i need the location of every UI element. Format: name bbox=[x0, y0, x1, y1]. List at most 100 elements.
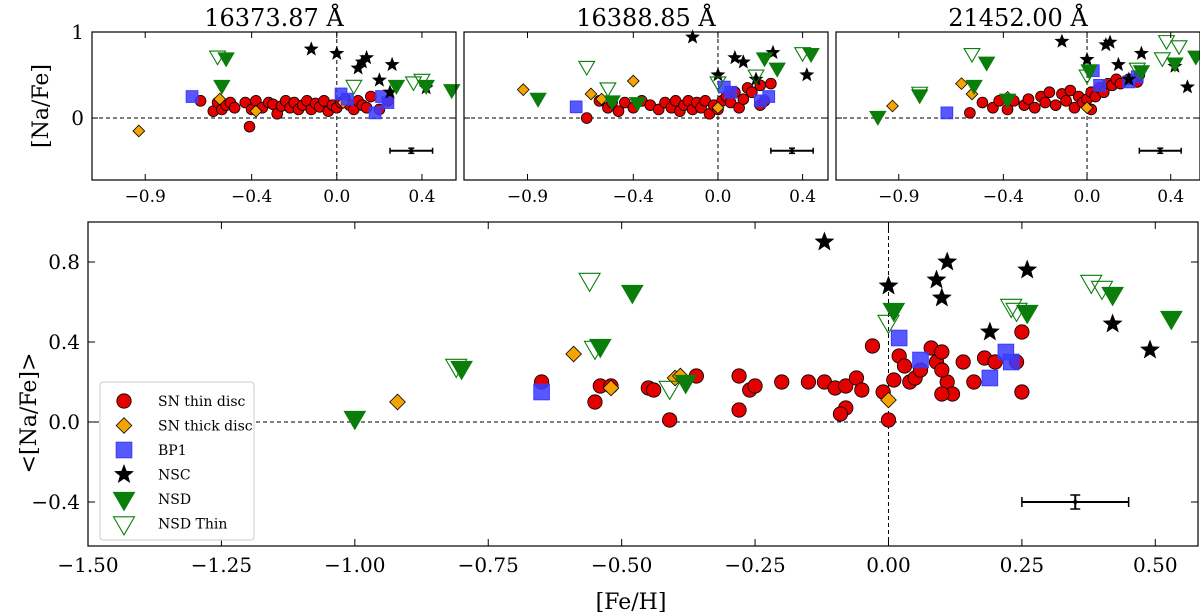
x-tick-label: −0.9 bbox=[507, 187, 548, 207]
point-nsd bbox=[998, 93, 1017, 109]
point-sn-thick-disc bbox=[249, 104, 263, 118]
axes-frame bbox=[835, 31, 1200, 181]
x-axis-ticks: −0.9 −0.4 0.0 0.4 bbox=[125, 32, 435, 207]
point-bp1 bbox=[724, 85, 738, 99]
series-nsd bbox=[869, 50, 1200, 126]
series-bp1 bbox=[185, 87, 395, 120]
point-nsd bbox=[674, 374, 698, 395]
point-sn-thick-disc bbox=[955, 77, 968, 91]
x-tick-label: −1.25 bbox=[191, 553, 252, 577]
point-sn-thick-disc bbox=[213, 92, 227, 106]
point-nsc bbox=[710, 67, 726, 82]
point-nsd bbox=[343, 410, 367, 431]
point-sn-thin-disc bbox=[737, 93, 750, 105]
point-nsd-thin bbox=[577, 60, 596, 77]
point-nsd bbox=[588, 338, 612, 359]
point-bp1 bbox=[381, 96, 395, 109]
error-bar bbox=[389, 147, 434, 155]
series-sn-thick-disc bbox=[886, 77, 1094, 115]
point-nsc bbox=[878, 275, 899, 295]
point-nsc bbox=[384, 56, 400, 72]
point-nsc bbox=[371, 72, 387, 87]
x-tick-label: 0.50 bbox=[1133, 553, 1178, 577]
point-nsc bbox=[1121, 71, 1137, 86]
point-nsd bbox=[1187, 50, 1200, 66]
point-nsc bbox=[931, 287, 952, 307]
point-sn-thin-disc bbox=[1028, 101, 1041, 114]
point-sn-thick-disc bbox=[602, 379, 620, 397]
point-nsd-thin bbox=[444, 358, 468, 379]
point-nsd-thin bbox=[1157, 35, 1176, 51]
point-sn-thin-disc bbox=[800, 374, 817, 390]
point-sn-thin-disc bbox=[934, 344, 950, 360]
point-nsc bbox=[727, 49, 743, 65]
point-nsd-thin bbox=[413, 73, 431, 89]
point-sn-thin-disc bbox=[1060, 95, 1072, 107]
y-tick-label: 0 bbox=[71, 106, 84, 130]
error-bar bbox=[1021, 494, 1130, 510]
series-nsc bbox=[814, 231, 1160, 359]
point-nsd-thin bbox=[658, 380, 682, 401]
point-sn-thin-disc bbox=[896, 358, 913, 374]
y-axis-ticks: −0.4 0.0 0.4 0.8 bbox=[31, 250, 1198, 514]
point-sn-thick-disc bbox=[389, 393, 406, 411]
point-sn-thin-disc bbox=[731, 368, 747, 384]
point-nsc bbox=[1102, 34, 1118, 49]
point-sn-thin-disc bbox=[1068, 101, 1081, 114]
point-sn-thin-disc bbox=[646, 382, 662, 398]
y-tick-label: 0.8 bbox=[48, 250, 80, 274]
point-sn-thin-disc bbox=[1039, 96, 1051, 109]
series-bp1 bbox=[569, 80, 776, 114]
series-sn-thin-disc bbox=[194, 90, 394, 133]
legend-entry-bp1: BP1 bbox=[115, 441, 187, 459]
point-nsd-thin bbox=[999, 298, 1023, 319]
x-tick-label: −0.9 bbox=[125, 187, 166, 207]
point-nsc bbox=[799, 67, 815, 82]
point-nsd-thin bbox=[709, 76, 727, 92]
point-bp1 bbox=[762, 90, 776, 103]
series-nsc bbox=[685, 29, 815, 86]
point-bp1 bbox=[1002, 353, 1020, 371]
point-sn-thin-disc bbox=[619, 96, 631, 109]
point-sn-thick-disc bbox=[565, 345, 582, 363]
point-nsd bbox=[1166, 57, 1184, 73]
point-sn-thick-disc bbox=[132, 124, 146, 138]
ylabel-bottom: <[Na/Fe]> bbox=[17, 353, 42, 474]
panel-title: 21452.00 Å bbox=[948, 3, 1088, 32]
legend-entry-nsd-thin: NSD Thin bbox=[112, 516, 227, 536]
y-tick-label: 0.0 bbox=[48, 410, 80, 434]
point-nsd bbox=[1080, 64, 1098, 80]
legend-label: NSD bbox=[158, 492, 191, 508]
point-sn-thin-disc bbox=[747, 378, 763, 394]
point-sn-thin-disc bbox=[964, 107, 976, 119]
point-sn-thick-disc bbox=[886, 99, 899, 113]
point-nsd bbox=[442, 84, 461, 100]
point-sn-thin-disc bbox=[662, 412, 678, 428]
legend-marker-nsc bbox=[114, 464, 134, 483]
point-sn-thick-disc bbox=[626, 74, 640, 88]
point-sn-thin-disc bbox=[838, 378, 854, 394]
point-bp1 bbox=[569, 100, 583, 114]
series-nsd-thin bbox=[577, 47, 812, 98]
point-nsc bbox=[1017, 259, 1038, 279]
point-nsd-thin bbox=[1079, 274, 1103, 295]
point-nsd bbox=[869, 110, 887, 126]
ylabel-top: [Na/Fe] bbox=[29, 64, 54, 148]
point-nsd bbox=[387, 79, 406, 95]
point-bp1 bbox=[185, 90, 199, 103]
x-tick-label: 0.0 bbox=[1074, 187, 1101, 207]
point-sn-thin-disc bbox=[864, 338, 881, 354]
point-nsc bbox=[685, 29, 700, 44]
point-nsc bbox=[937, 251, 958, 271]
point-nsc bbox=[1110, 56, 1126, 72]
point-sn-thick-disc bbox=[584, 87, 598, 101]
x-axis-ticks: −0.9 −0.4 0.0 0.4 bbox=[878, 32, 1184, 207]
point-sn-thin-disc bbox=[612, 105, 625, 117]
legend-label: SN thick disc bbox=[158, 419, 253, 435]
x-tick-label: −0.25 bbox=[724, 553, 785, 577]
point-nsd-thin bbox=[910, 86, 929, 102]
x-tick-label: 0.4 bbox=[408, 187, 435, 207]
panel-title: 16373.87 Å bbox=[204, 3, 344, 32]
point-nsd-thin bbox=[208, 50, 227, 66]
panel-16388: −0.9 −0.4 0.0 0.4 16388.85 Å bbox=[463, 3, 829, 207]
